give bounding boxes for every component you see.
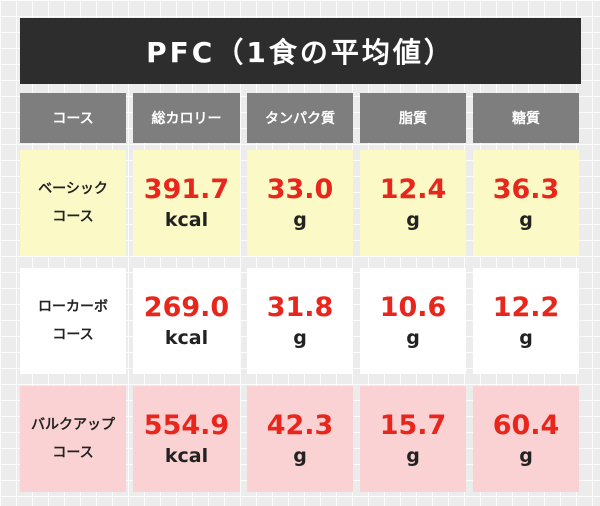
bulkup-protein-cell: 42.3 g — [247, 386, 353, 492]
lowcarb-carbs-unit: g — [519, 327, 533, 349]
lowcarb-calories-value: 269.0 — [143, 292, 230, 323]
header-fat: 脂質 — [360, 93, 466, 143]
bulkup-calories-unit: kcal — [164, 445, 209, 467]
basic-fat-unit: g — [406, 209, 420, 231]
lowcarb-protein-value: 31.8 — [266, 292, 334, 323]
bulkup-protein-value: 42.3 — [266, 410, 334, 441]
bulkup-protein-unit: g — [293, 445, 307, 467]
lowcarb-calories-cell: 269.0 kcal — [133, 268, 240, 374]
course-basic: ベーシック コース — [20, 150, 126, 256]
lowcarb-protein-cell: 31.8 g — [247, 268, 353, 374]
basic-fat-value: 12.4 — [379, 174, 447, 205]
basic-protein-value: 33.0 — [266, 174, 334, 205]
course-lowcarb: ローカーボ コース — [20, 268, 126, 374]
basic-calories-value: 391.7 — [143, 174, 230, 205]
course-name-line1: ローカーボ — [38, 299, 108, 315]
bulkup-fat-cell: 15.7 g — [360, 386, 466, 492]
course-name-line2: コース — [52, 327, 94, 343]
basic-protein-unit: g — [293, 209, 307, 231]
header-carbs: 糖質 — [473, 93, 579, 143]
basic-protein-cell: 33.0 g — [247, 150, 353, 256]
table-title: PFC（1食の平均値） — [20, 18, 581, 84]
bulkup-calories-value: 554.9 — [143, 410, 230, 441]
bulkup-fat-unit: g — [406, 445, 420, 467]
basic-calories-cell: 391.7 kcal — [133, 150, 240, 256]
bulkup-carbs-cell: 60.4 g — [473, 386, 579, 492]
header-calories: 総カロリー — [133, 93, 240, 143]
basic-carbs-cell: 36.3 g — [473, 150, 579, 256]
lowcarb-fat-cell: 10.6 g — [360, 268, 466, 374]
header-protein: タンパク質 — [247, 93, 353, 143]
course-name-line1: バルクアップ — [31, 417, 115, 433]
lowcarb-protein-unit: g — [293, 327, 307, 349]
basic-carbs-unit: g — [519, 209, 533, 231]
pfc-table: コース 総カロリー タンパク質 脂質 糖質 ベーシック コース 391.7 kc… — [20, 93, 581, 492]
basic-fat-cell: 12.4 g — [360, 150, 466, 256]
bulkup-fat-value: 15.7 — [379, 410, 447, 441]
bulkup-calories-cell: 554.9 kcal — [133, 386, 240, 492]
bulkup-carbs-unit: g — [519, 445, 533, 467]
course-name-line1: ベーシック — [38, 181, 108, 197]
course-name-line2: コース — [52, 445, 94, 461]
lowcarb-carbs-value: 12.2 — [492, 292, 560, 323]
basic-calories-unit: kcal — [164, 209, 209, 231]
header-course: コース — [20, 93, 126, 143]
lowcarb-carbs-cell: 12.2 g — [473, 268, 579, 374]
course-bulkup: バルクアップ コース — [20, 386, 126, 492]
basic-carbs-value: 36.3 — [492, 174, 560, 205]
lowcarb-fat-value: 10.6 — [379, 292, 447, 323]
lowcarb-fat-unit: g — [406, 327, 420, 349]
lowcarb-calories-unit: kcal — [164, 327, 209, 349]
course-name-line2: コース — [52, 209, 94, 225]
bulkup-carbs-value: 60.4 — [492, 410, 560, 441]
